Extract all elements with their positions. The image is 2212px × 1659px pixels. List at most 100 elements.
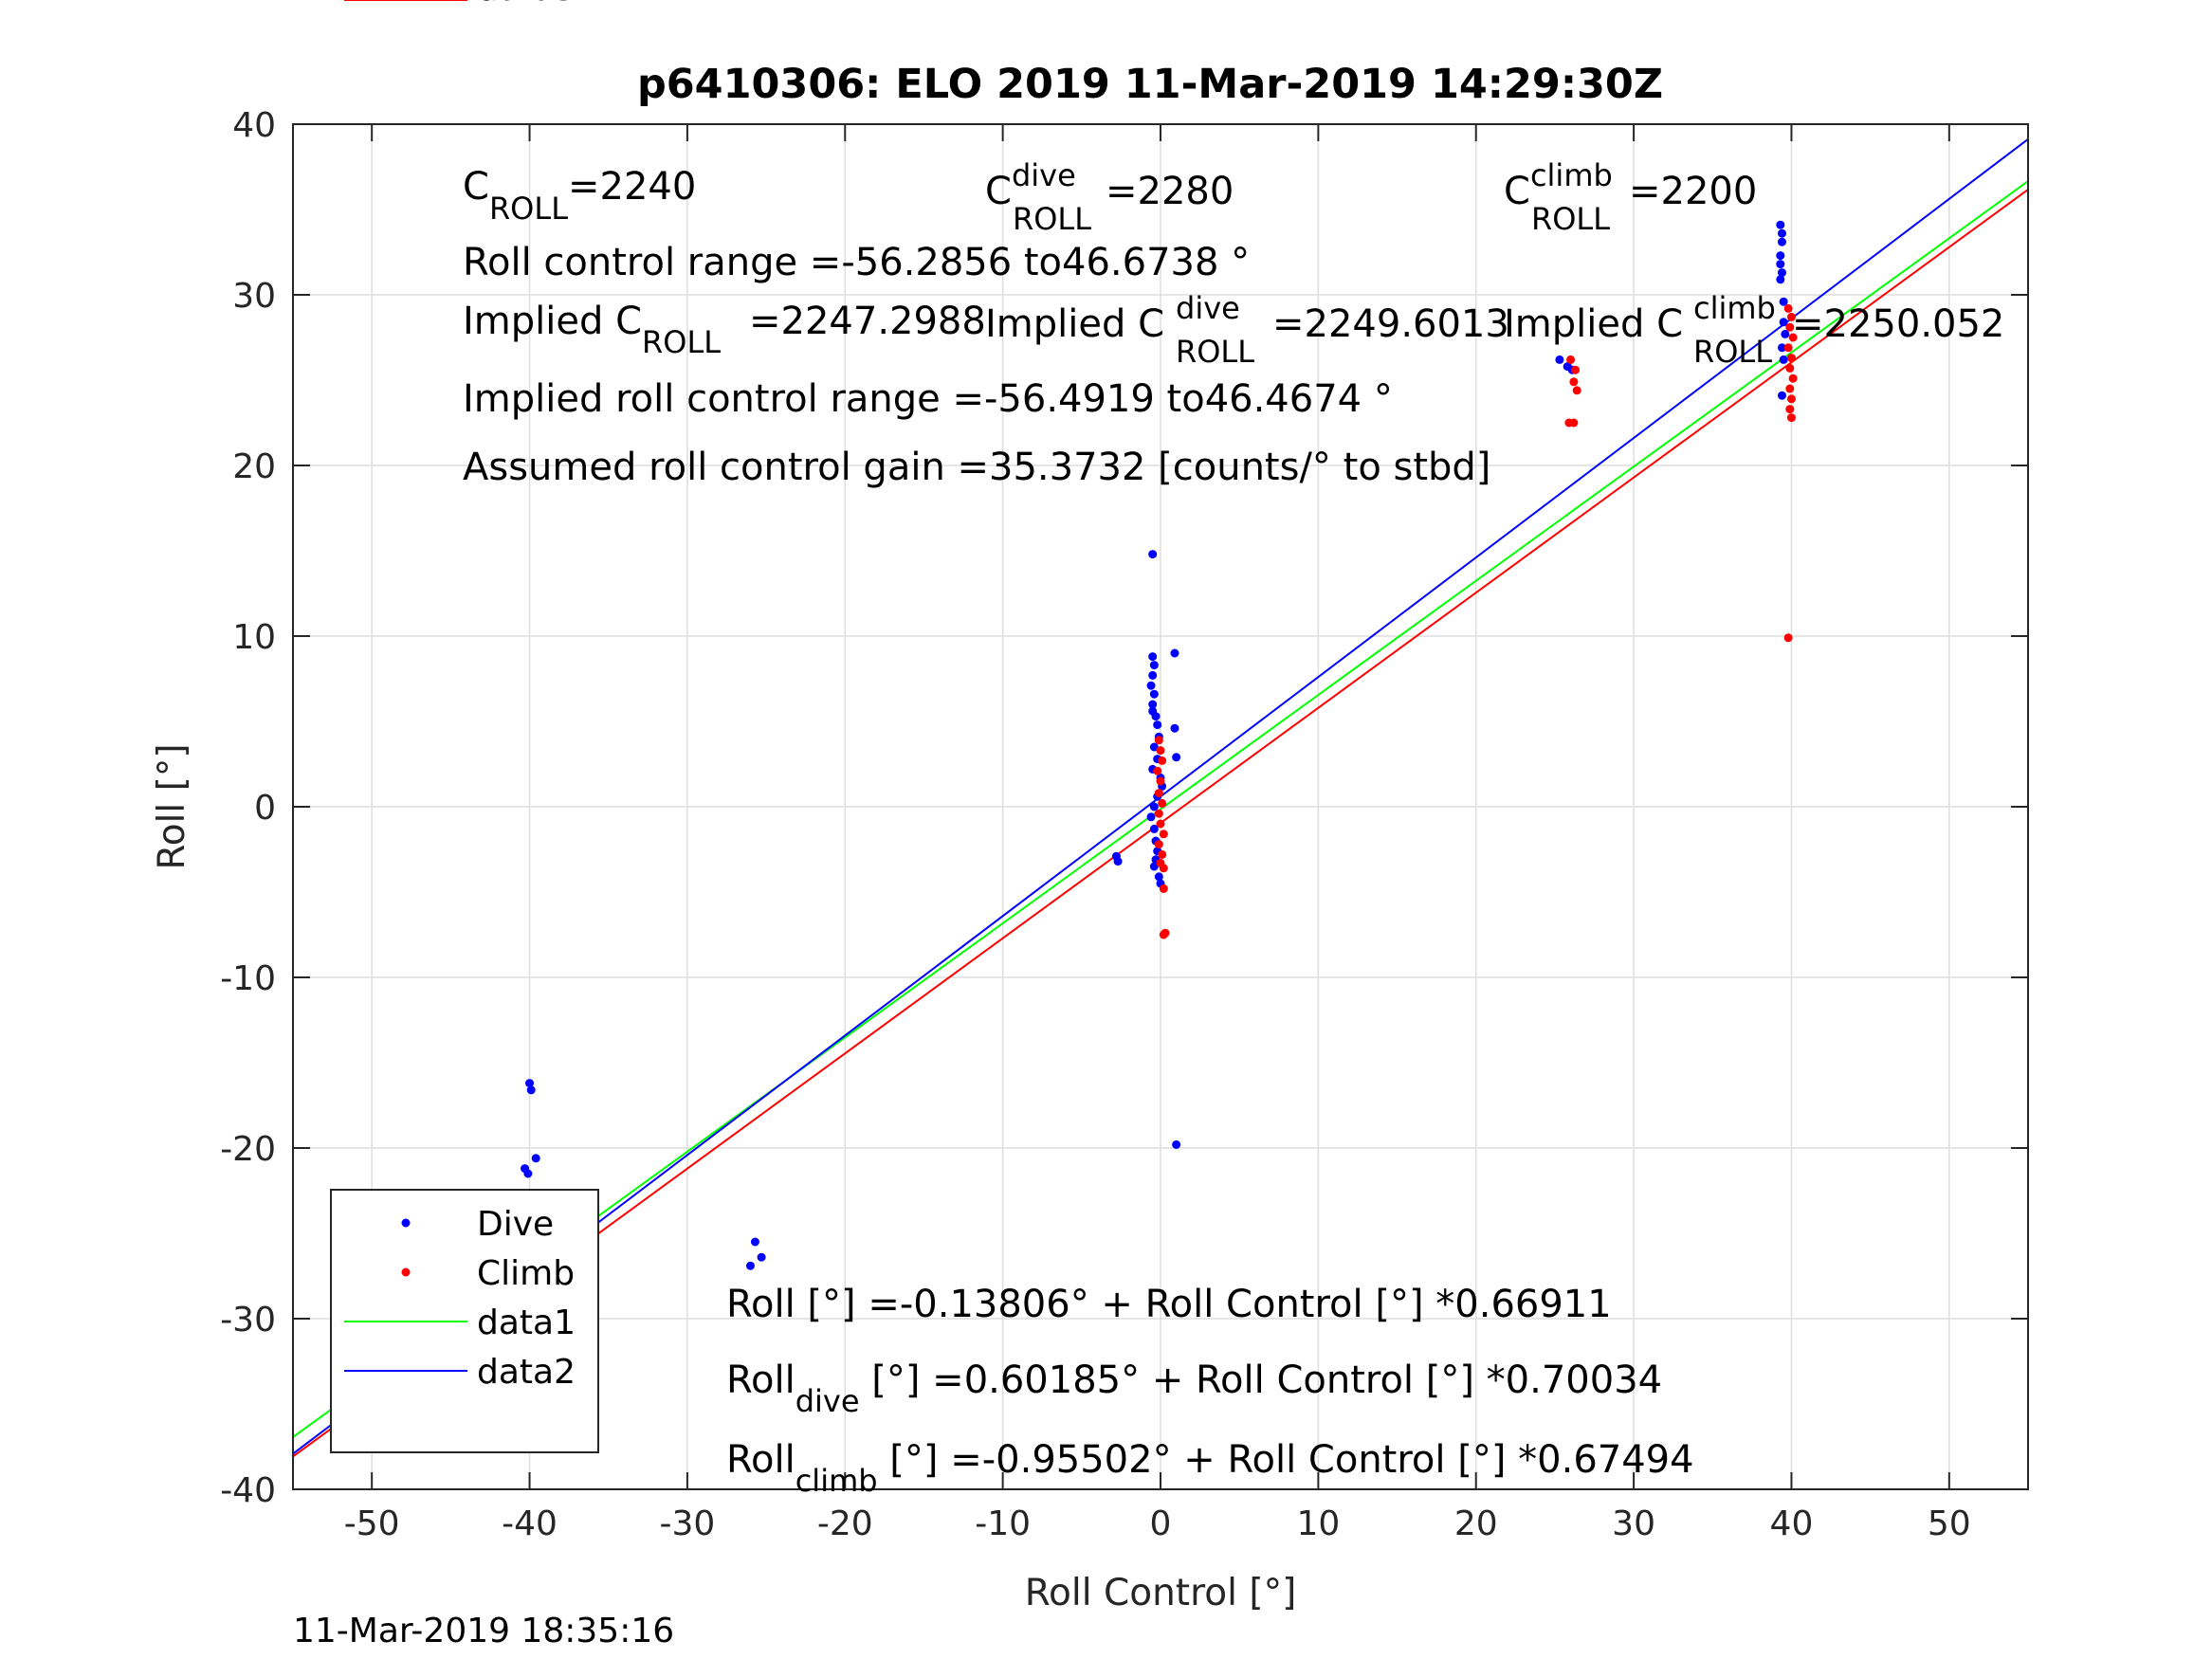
x-tick-label: -50 [344,1504,400,1543]
y-tick-label: 10 [232,618,276,657]
climb-point [1158,849,1167,859]
implied-c-roll-climb-subscript: ROLL [1693,334,1772,370]
dive-point [1149,862,1159,871]
x-tick-label: 40 [1770,1504,1814,1543]
y-tick-label: 30 [232,277,276,316]
implied-c-roll-dive-superscript: dive [1176,290,1240,326]
x-tick-label: -30 [660,1504,716,1543]
x-tick-label: 20 [1454,1504,1498,1543]
dive-point [1777,343,1786,353]
climb-point [1156,776,1165,786]
implied-c-roll-dive-value: =2249.6013 [1272,302,1509,346]
c-roll-value: =2240 [568,165,696,209]
y-tick-label: -10 [220,959,276,998]
fit-dive-base: Roll [726,1358,795,1402]
dive-point [1154,872,1163,882]
dive-point [1146,681,1156,690]
dive-point [531,1154,540,1163]
climb-point [1154,840,1163,849]
x-tick-label: 30 [1612,1504,1655,1543]
implied-c-roll-dive-subscript: ROLL [1176,334,1254,370]
dive-point [526,1085,536,1095]
ticks [293,123,2028,1490]
annotation-roll-control-range: Roll control range =-56.2856 to46.6738 ° [463,241,1250,284]
climb-point [1785,322,1795,332]
c-roll-climb-value: =2200 [1629,170,1757,213]
c-roll-climb-base: C [1504,170,1530,213]
legend-label-data1: data1 [477,1304,576,1342]
dive-point [745,1261,755,1270]
fit-climb-base: Roll [726,1438,795,1482]
y-axis-label: Roll [°] [151,743,193,869]
dive-point [1777,237,1786,246]
x-tick-label: -40 [502,1504,558,1543]
implied-c-roll-base: Implied C [463,300,642,343]
annotation-implied-c-roll-climb: Implied C climb ROLL =2250.052 [1504,290,2004,370]
x-tick-label: 0 [1150,1504,1172,1543]
climb-point [1783,633,1793,643]
legend-label-dive: Dive [477,1205,554,1244]
climb-point [1154,736,1163,745]
dive-point [757,1252,766,1262]
c-roll-dive-subscript: ROLL [1013,201,1091,237]
climb-point [1569,377,1579,387]
x-tick-label: -10 [975,1504,1031,1543]
y-tick-labels: -40 -30 -20 -10 0 10 20 30 40 [220,106,276,1510]
climb-point [1785,384,1795,393]
legend-label-data3: data3 [477,0,576,9]
legend-entry-climb: Climb [401,1254,575,1293]
climb-point [1785,363,1795,373]
dive-point [1781,329,1790,338]
climb-point [1569,418,1579,428]
annotation-c-roll-dive: Cdive ROLL =2280 [985,157,1234,237]
dive-point [525,1079,535,1088]
dive-point [1777,391,1786,400]
dive-point [1172,1139,1181,1149]
implied-c-roll-dive-base: Implied C [985,302,1164,346]
dive-point [1149,689,1159,699]
fit-climb-rest: [°] =-0.95502° + Roll Control [°] *0.674… [878,1438,1694,1482]
legend-marker-dive [401,1218,411,1228]
dive-point [750,1237,759,1247]
climb-point [1159,930,1168,939]
dive-point [1170,648,1179,658]
dive-point [1776,275,1785,284]
dive-point [1153,720,1162,730]
climb-point [1783,343,1793,353]
legend-marker-climb [401,1267,411,1277]
c-roll-subscript: ROLL [489,191,568,227]
climb-point [1786,312,1796,321]
fit-dive-rest: [°] =0.60185° + Roll Control [°] *0.7003… [860,1358,1663,1402]
dive-point [1149,742,1159,752]
annotation-implied-c-roll-dive: Implied C dive ROLL =2249.6013 [985,290,1509,370]
footer-timestamp: 11-Mar-2019 18:35:16 [293,1612,674,1650]
dive-point [1779,318,1788,327]
annotation-c-roll: CROLL=2240 [463,165,696,227]
dive-point [1776,220,1785,229]
climb-point [1783,303,1793,313]
climb-point [1156,819,1165,829]
climb-point [1158,798,1167,808]
climb-point [1785,405,1795,414]
legend-entry-data2: data2 [344,1353,576,1392]
climb-point [1153,766,1162,775]
climb-point [1156,746,1165,756]
dive-point [1146,812,1156,822]
climb-point [1154,789,1163,798]
annotation-fit-all: Roll [°] =-0.13806° + Roll Control [°] *… [726,1283,1612,1326]
annotations: CROLL=2240 Cdive ROLL=2280 Cclimb ROLL=220… [463,157,2004,1499]
legend-label-climb: Climb [477,1254,575,1293]
dive-point [1149,802,1159,811]
annotation-fit-climb: Rollclimb [°] =-0.95502° + Roll Control … [726,1438,1694,1499]
c-roll-dive-superscript: dive [1012,157,1076,193]
fit-dive-subscript: dive [795,1383,860,1419]
dive-point [1776,260,1785,269]
climb-point [1566,355,1576,364]
climb-point [1571,365,1581,374]
annotation-c-roll-climb: Cclimb ROLL =2200 [1504,157,1757,237]
dive-point [1777,268,1786,278]
implied-c-roll-climb-superscript: climb [1693,290,1776,326]
climb-point [1159,864,1168,873]
c-roll-dive-base: C [985,170,1012,213]
